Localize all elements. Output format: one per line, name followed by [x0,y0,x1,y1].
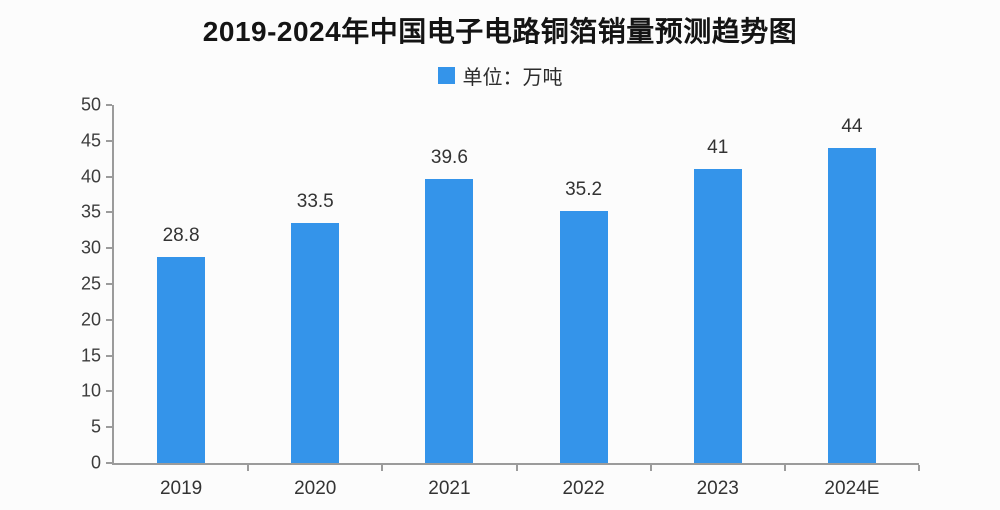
plot-area: 0 5 10 15 20 25 30 35 40 45 50 28.8 2019 33.5 2020 39.… [81,95,920,499]
y-tick-label: 40 [80,166,101,187]
y-tick-label: 15 [80,345,101,366]
x-tick-mark [247,465,250,471]
y-tick-label: 0 [90,452,101,473]
x-tick-mark [381,465,384,471]
y-tick-label: 20 [80,309,101,330]
y-tick-label: 25 [80,273,101,294]
y-tick-mark [106,390,112,393]
bar [559,210,608,463]
legend-label: 单位：万吨 [462,67,563,89]
bar-value-label: 33.5 [296,191,334,213]
x-axis-label: 2022 [562,478,605,499]
y-tick-label: 5 [90,416,101,437]
y-tick-label: 50 [80,94,101,115]
x-axis-label: 2021 [428,478,471,499]
y-tick-label: 45 [80,130,101,151]
y-tick-mark [106,139,112,142]
y-tick-mark [106,426,112,429]
bar-value-label: 35.2 [565,178,603,200]
legend-swatch-icon [437,67,455,84]
bar [827,147,876,463]
x-tick-mark [649,465,652,471]
y-tick-label: 10 [80,380,101,401]
y-tick-mark [106,354,112,357]
y-tick-label: 30 [80,237,101,258]
y-tick-mark [106,211,112,214]
legend: 单位：万吨 [0,61,1000,90]
bar-value-label: 41 [707,137,729,159]
y-tick-mark [106,318,112,321]
bar [425,179,474,463]
y-tick-mark [106,175,112,178]
chart-title: 2019-2024年中国电子电路铜箔销量预测趋势图 [202,16,798,47]
x-tick-mark [515,465,518,471]
x-axis-label: 2020 [294,478,337,499]
bar-value-label: 39.6 [430,147,468,169]
y-tick-mark [106,247,112,250]
x-axis-label: 2019 [159,478,203,499]
y-tick-label: 35 [80,201,101,222]
y-tick-mark [106,283,112,285]
bar [291,223,340,463]
bar-value-label: 28.8 [162,224,200,246]
x-axis-label: 2024E [824,478,880,499]
bar [157,256,206,463]
x-axis-label: 2023 [696,478,739,499]
x-tick-mark [918,465,920,471]
bar-value-label: 44 [841,115,863,137]
y-tick-mark [106,104,112,106]
bar [693,169,742,463]
x-tick-mark [783,465,786,471]
y-tick-mark [106,462,112,464]
